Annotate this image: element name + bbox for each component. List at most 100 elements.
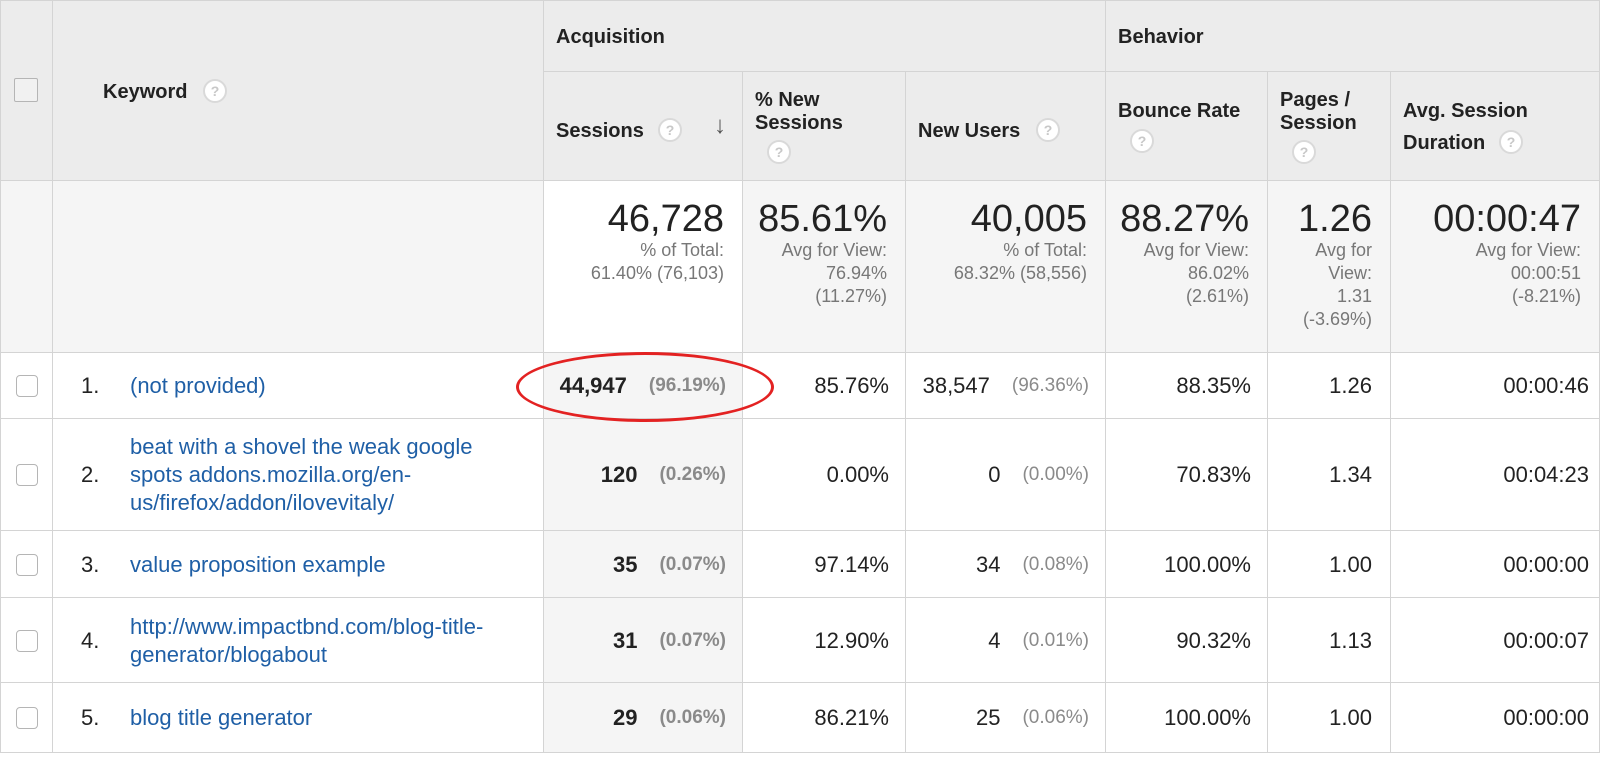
row-checkbox[interactable] — [15, 706, 38, 729]
keyword-link[interactable]: blog title generator — [130, 704, 540, 732]
keyword-link-line[interactable]: (not provided) — [130, 373, 266, 398]
sessions-help-icon[interactable]: ? — [658, 118, 682, 142]
summary-pct-new-line3: (11.27%) — [815, 286, 887, 306]
row-number: 2. — [81, 462, 100, 487]
row-pages-value: 1.00 — [1329, 551, 1372, 577]
header-bounce-rate[interactable]: Bounce Rate ? — [1105, 71, 1268, 181]
row-pct-new-cell: 86.21% — [742, 682, 906, 753]
row-pages-value: 1.34 — [1329, 462, 1372, 487]
row-new-users-value: 34 — [975, 551, 1001, 577]
row-new-users-pct: (0.08%) — [1022, 553, 1089, 575]
row-checkbox[interactable] — [15, 629, 38, 652]
header-avg-session-duration[interactable]: Avg. Session Duration ? — [1390, 71, 1600, 181]
keyword-link-line[interactable]: http://www.impactbnd.com/blog-title- — [130, 613, 484, 639]
row-checkbox[interactable] — [15, 553, 38, 576]
new-users-header-label: New Users — [918, 120, 1021, 142]
summary-keyword-cell — [52, 180, 544, 353]
summary-bounce-line2: 86.02% — [1187, 263, 1249, 283]
header-new-users[interactable]: New Users ? — [905, 71, 1106, 181]
summary-pages-line2: View: — [1328, 263, 1372, 283]
row-new-users-value: 25 — [975, 704, 1001, 730]
row-keyword-cell: 3. value proposition example — [52, 530, 544, 599]
row-duration-cell: 00:00:00 — [1390, 682, 1600, 753]
row-pages-cell: 1.34 — [1267, 418, 1391, 532]
pages-session-help-icon[interactable]: ? — [1292, 140, 1316, 164]
row-select-cell — [0, 418, 53, 532]
row-sessions-value: 120 — [600, 462, 638, 487]
row-select-cell — [0, 530, 53, 599]
summary-pages-line1: Avg for — [1315, 240, 1372, 260]
row-sessions-pct: (0.07%) — [659, 553, 726, 575]
keyword-link[interactable]: (not provided) — [130, 372, 540, 400]
header-pct-new-sessions[interactable]: % New Sessions ? — [742, 71, 906, 181]
keyword-link-line[interactable]: blog title generator — [130, 704, 313, 730]
summary-pages-value: 1.26 — [1298, 198, 1372, 240]
row-bounce-cell: 100.00% — [1105, 530, 1268, 599]
row-number: 5. — [81, 704, 100, 730]
row-pages-cell: 1.00 — [1267, 530, 1391, 599]
summary-duration-value: 00:00:47 — [1433, 198, 1581, 240]
row-checkbox[interactable] — [15, 375, 38, 397]
keyword-link[interactable]: value proposition example — [130, 551, 540, 579]
keyword-link[interactable]: beat with a shovel the weak google spots … — [130, 433, 540, 517]
summary-new-users: 40,005 % of Total: 68.32% (58,556) — [905, 180, 1106, 353]
header-keyword[interactable]: Keyword ? — [52, 0, 544, 181]
summary-pct-new-line2: 76.94% — [825, 263, 887, 283]
row-checkbox[interactable] — [15, 464, 38, 486]
keyword-help-icon[interactable]: ? — [203, 79, 227, 103]
row-pages-cell: 1.13 — [1267, 597, 1391, 684]
row-keyword-cell: 2. beat with a shovel the weak google spot… — [52, 418, 544, 532]
row-sessions-pct: (0.26%) — [659, 464, 726, 485]
new-users-help-icon[interactable]: ? — [1036, 118, 1060, 142]
pages-session-label-line1: Pages / — [1280, 89, 1351, 111]
row-select-cell — [0, 682, 53, 753]
header-select-cell — [0, 0, 53, 181]
row-sessions-pct: (96.19%) — [648, 375, 726, 396]
keyword-link-line[interactable]: us/firefox/addon/ilovevitaly/ — [130, 490, 395, 515]
row-new-users-cell: 38,547 (96.36%) — [905, 352, 1106, 420]
row-sessions-value: 35 — [612, 551, 638, 577]
keyword-link-line[interactable]: beat with a shovel the weak google — [130, 434, 473, 459]
bounce-rate-help-icon[interactable]: ? — [1130, 129, 1154, 153]
row-sessions-pct: (0.06%) — [659, 706, 726, 728]
row-bounce-cell: 70.83% — [1105, 418, 1268, 532]
row-duration-cell: 00:00:00 — [1390, 530, 1600, 599]
keyword-link[interactable]: http://www.impactbnd.com/blog-title-gene… — [130, 613, 540, 669]
header-pages-session[interactable]: Pages / Session ? — [1267, 71, 1391, 181]
pct-new-sessions-help-icon[interactable]: ? — [767, 140, 791, 164]
sort-descending-icon[interactable]: ↓ — [714, 112, 726, 139]
row-number: 3. — [81, 551, 100, 577]
row-sessions-value: 31 — [612, 627, 638, 653]
keyword-link-line[interactable]: spots addons.mozilla.org/en- — [130, 462, 412, 487]
row-bounce-value: 70.83% — [1176, 462, 1251, 487]
row-sessions-value: 29 — [612, 704, 638, 730]
summary-bounce-rate: 88.27% Avg for View: 86.02% (2.61%) — [1105, 180, 1268, 353]
row-select-cell — [0, 352, 53, 420]
summary-sessions: 46,728 % of Total: 61.40% (76,103) — [543, 180, 743, 353]
select-all-checkbox[interactable] — [14, 78, 38, 102]
row-pages-value: 1.00 — [1329, 704, 1372, 730]
header-sessions[interactable]: Sessions ? ↓ — [543, 71, 743, 181]
summary-new-users-line1: % of Total: — [1003, 240, 1087, 260]
summary-duration-line3: (-8.21%) — [1511, 286, 1581, 306]
row-pct-new-cell: 12.90% — [742, 597, 906, 684]
row-select-cell — [0, 597, 53, 684]
row-new-users-value: 4 — [988, 627, 1001, 653]
row-new-users-pct: (0.00%) — [1022, 464, 1089, 485]
pct-new-sessions-label-line1: % New — [755, 89, 820, 111]
summary-duration-line1: Avg for View: — [1475, 240, 1581, 260]
row-bounce-cell: 100.00% — [1105, 682, 1268, 753]
row-pages-value: 1.13 — [1329, 627, 1372, 653]
sessions-header-label: Sessions — [556, 120, 644, 142]
row-bounce-value: 100.00% — [1164, 551, 1251, 577]
row-new-users-cell: 4 (0.01%) — [905, 597, 1106, 684]
row-pct-new-value: 85.76% — [814, 373, 889, 398]
summary-pages-session: 1.26 Avg for View: 1.31 (-3.69%) — [1267, 180, 1391, 353]
keyword-link-line[interactable]: generator/blogabout — [130, 641, 327, 667]
keyword-link-line[interactable]: value proposition example — [130, 551, 386, 577]
row-pct-new-value: 86.21% — [814, 704, 889, 730]
row-bounce-cell: 88.35% — [1105, 352, 1268, 420]
avg-duration-help-icon[interactable]: ? — [1499, 130, 1523, 154]
row-duration-value: 00:00:00 — [1503, 551, 1589, 577]
row-new-users-cell: 34 (0.08%) — [905, 530, 1106, 599]
